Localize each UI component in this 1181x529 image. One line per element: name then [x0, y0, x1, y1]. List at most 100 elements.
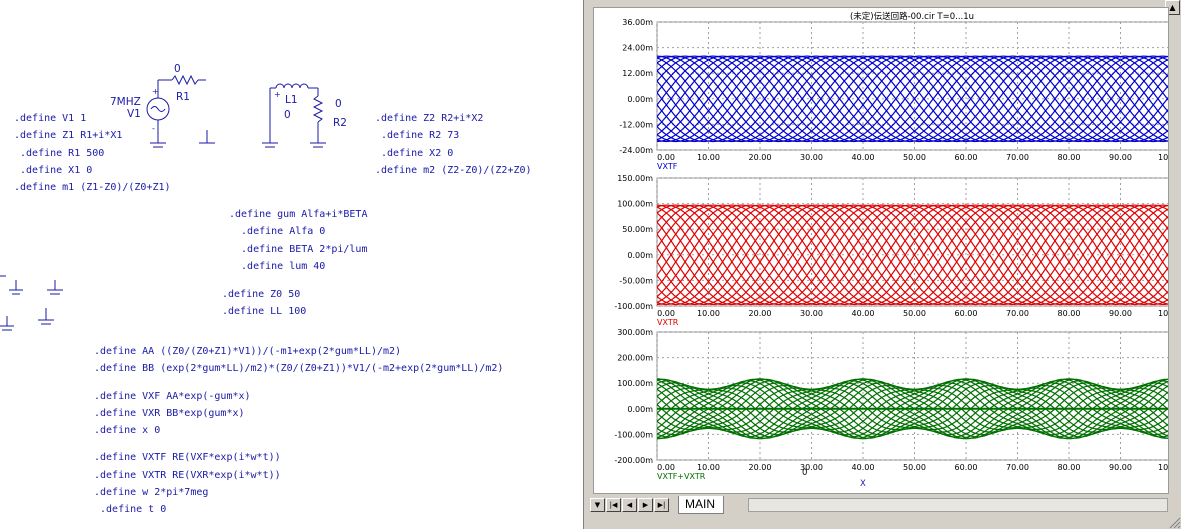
- x-tick-label: 40.00: [852, 463, 875, 472]
- define-line[interactable]: .define R1 500: [14, 147, 105, 159]
- define-line[interactable]: .define lum 40: [229, 260, 326, 272]
- x-tick-label: 30.00: [800, 153, 823, 162]
- chart-vxtf-plus-vxtr: 300.00m 200.00m 100.00m 0.00m -100.00m -200.0…: [614, 328, 1168, 481]
- r1-value-label: 0: [174, 63, 181, 75]
- define-line[interactable]: [94, 381, 503, 391]
- y-tick-label: 150.00m: [617, 174, 653, 183]
- define-line[interactable]: [94, 442, 503, 452]
- y-tick-label: 36.00m: [622, 18, 653, 27]
- y-tick-label: 300.00m: [617, 328, 653, 337]
- x-tick-label: 80.00: [1058, 153, 1081, 162]
- define-line[interactable]: .define V1 1: [14, 113, 87, 124]
- x-tick-label: 50.00: [903, 153, 926, 162]
- y-tick-label: -100.00m: [614, 302, 653, 311]
- define-line[interactable]: .define t 0: [94, 504, 167, 516]
- horizontal-scrollbar[interactable]: [748, 498, 1168, 512]
- y-tick-label: 12.00m: [622, 69, 653, 78]
- r1-symbol: [171, 74, 199, 86]
- r1-name-label: R1: [176, 91, 190, 103]
- source-frequency-label: 7MHZ: [110, 96, 141, 108]
- last-page-button[interactable]: ▶|: [654, 498, 669, 512]
- chart-vxtr: 150.00m 100.00m 50.00m 0.00m -50.00m -100.00m…: [614, 174, 1168, 327]
- waveform-trace: [657, 55, 1168, 143]
- define-block-load[interactable]: .define Z2 R2+i*X2 .define R2 73 .define…: [375, 113, 532, 182]
- r2-value-label: 0: [335, 98, 342, 110]
- define-block-source[interactable]: .define V1 1 .define Z1 R1+i*X1 .define R…: [14, 113, 171, 199]
- x-tick-label: 90.00: [1109, 153, 1132, 162]
- define-line[interactable]: .define Z0 50: [222, 289, 301, 300]
- x-tick-label: 100.00: [1158, 153, 1168, 162]
- resize-grip-icon[interactable]: [1167, 515, 1181, 529]
- l1-symbol: [275, 83, 309, 89]
- x-tick-label: 0.00: [657, 463, 675, 472]
- first-page-button[interactable]: |◀: [606, 498, 621, 512]
- next-page-button[interactable]: ▶: [638, 498, 653, 512]
- y-tick-label: 0.00m: [627, 95, 653, 104]
- source-name-label: V1: [127, 108, 141, 120]
- y-tick-label: -200.00m: [614, 456, 653, 465]
- x-tick-label: 20.00: [749, 153, 772, 162]
- define-line[interactable]: .define X2 0: [375, 147, 454, 159]
- svg-text:+: +: [152, 87, 159, 96]
- x-tick-label: 100.00: [1158, 309, 1168, 318]
- x-tick-label: 70.00: [1006, 309, 1029, 318]
- waveform-plot-area[interactable]: (未定)伝送回路-00.cir T=0...1u 36.00m 24.00m 12.…: [593, 7, 1169, 494]
- define-line[interactable]: .define X1 0: [14, 164, 93, 176]
- x-tick-label: 30.00: [800, 309, 823, 318]
- define-block-waves[interactable]: .define AA ((Z0/(Z0+Z1)*V1))/(-m1+exp(2*…: [94, 346, 503, 522]
- tab-menu-button[interactable]: ▼: [590, 498, 605, 512]
- define-line[interactable]: .define VXF AA*exp(-gum*x): [94, 390, 251, 402]
- define-line[interactable]: .define m2 (Z2-Z0)/(Z2+Z0): [375, 164, 532, 176]
- define-line[interactable]: .define BETA 2*pi/lum: [229, 243, 368, 255]
- x-tick-label: 60.00: [955, 463, 978, 472]
- r2-symbol: [312, 95, 324, 123]
- series-name-label: VXTR: [657, 318, 679, 327]
- y-tick-label: 100.00m: [617, 200, 653, 209]
- svg-text:+: +: [274, 90, 281, 99]
- define-line[interactable]: .define x 0: [94, 425, 161, 437]
- l1-value-label: 0: [284, 109, 291, 121]
- series-name-label: VXTF+VXTR: [657, 472, 706, 481]
- define-line[interactable]: .define w 2*pi*7meg: [94, 487, 209, 499]
- define-line[interactable]: .define gum Alfa+i*BETA: [229, 209, 368, 220]
- x-tick-label: 80.00: [1058, 463, 1081, 472]
- x-cursor-value: 0: [802, 468, 807, 478]
- prev-page-button[interactable]: ◀: [622, 498, 637, 512]
- x-tick-label: 90.00: [1109, 463, 1132, 472]
- define-line[interactable]: .define R2 73: [375, 130, 460, 142]
- define-line[interactable]: .define Z1 R1+i*X1: [14, 130, 123, 142]
- waveform-window[interactable]: ▲ (未定)伝送回路-00.cir T=0...1u 36.00m 24.00m 1…: [583, 0, 1181, 529]
- x-tick-label: 10.00: [697, 463, 720, 472]
- define-block-line[interactable]: .define Z0 50 .define LL 100: [222, 289, 306, 324]
- svg-text:-: -: [152, 124, 155, 133]
- x-tick-label: 60.00: [955, 309, 978, 318]
- define-line[interactable]: .define VXTR RE(VXR*exp(i*w*t)): [94, 469, 281, 481]
- define-line[interactable]: .define Alfa 0: [229, 226, 326, 238]
- x-tick-label: 10.00: [697, 309, 720, 318]
- y-tick-label: -50.00m: [619, 276, 653, 285]
- schematic-canvas[interactable]: + - + 7MHZ V1 0 R1 L1 0 0 R2 .define V1 …: [0, 0, 583, 529]
- sheet-tab-bar: |◀ ◀ ▶ ▶| ▼ MAIN: [590, 496, 1172, 514]
- define-line[interactable]: .define VXTF RE(VXF*exp(i*w*t)): [94, 452, 281, 464]
- x-tick-label: 10.00: [697, 153, 720, 162]
- tab-main[interactable]: MAIN: [678, 496, 724, 514]
- waveform-plots: (未定)伝送回路-00.cir T=0...1u 36.00m 24.00m 12.…: [614, 11, 1168, 489]
- plot-frame: [656, 331, 1168, 461]
- x-tick-label: 50.00: [903, 463, 926, 472]
- define-line[interactable]: .define Z2 R2+i*X2: [375, 113, 484, 124]
- y-tick-label: 100.00m: [617, 379, 653, 388]
- define-line[interactable]: .define m1 (Z1-Z0)/(Z0+Z1): [14, 182, 171, 194]
- define-line[interactable]: .define LL 100: [222, 306, 307, 318]
- define-line[interactable]: .define VXR BB*exp(gum*x): [94, 407, 245, 419]
- y-tick-label: -100.00m: [614, 430, 653, 439]
- waveform-trace: [657, 204, 1168, 306]
- l1-name-label: L1: [285, 94, 298, 106]
- x-tick-label: 100.00: [1158, 463, 1168, 472]
- y-tick-label: 0.00m: [627, 405, 653, 414]
- y-tick-label: -12.00m: [619, 120, 653, 129]
- r2-name-label: R2: [333, 117, 347, 129]
- y-tick-label: -24.00m: [619, 146, 653, 155]
- define-block-propagation[interactable]: .define gum Alfa+i*BETA .define Alfa 0 .…: [229, 209, 367, 278]
- define-line[interactable]: .define BB (exp(2*gum*LL)/m2)*(Z0/(Z0+Z1…: [94, 363, 504, 375]
- define-line[interactable]: .define AA ((Z0/(Z0+Z1)*V1))/(-m1+exp(2*…: [94, 346, 402, 357]
